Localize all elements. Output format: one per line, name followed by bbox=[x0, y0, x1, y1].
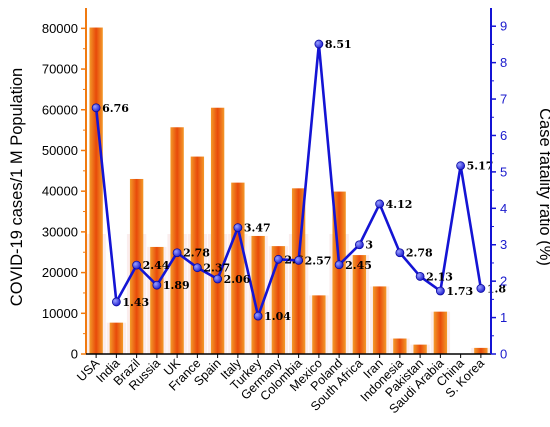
line-point bbox=[415, 272, 425, 281]
fatality-line bbox=[94, 42, 483, 318]
y-tick-label: 70000 bbox=[42, 62, 78, 77]
bar bbox=[393, 338, 407, 354]
y2-tick-label: 3 bbox=[500, 237, 507, 252]
bar bbox=[190, 156, 205, 354]
line-point bbox=[233, 223, 243, 233]
line-point bbox=[314, 39, 324, 49]
data-label: 8.51 bbox=[325, 38, 352, 51]
line-point bbox=[172, 248, 182, 258]
bar bbox=[474, 347, 488, 354]
line-point bbox=[476, 284, 486, 293]
data-label: 1.04 bbox=[264, 310, 291, 323]
y2-tick-label: 4 bbox=[500, 201, 507, 216]
line-point bbox=[213, 274, 223, 284]
data-label: 6.76 bbox=[102, 102, 129, 115]
y2-tick-label: 2 bbox=[500, 274, 507, 289]
data-label: 2.78 bbox=[183, 247, 210, 260]
line-point bbox=[456, 161, 466, 171]
bar bbox=[170, 127, 184, 354]
data-label: 3 bbox=[365, 239, 373, 252]
line-point bbox=[294, 255, 304, 265]
data-label: 1.89 bbox=[163, 279, 190, 292]
line-point bbox=[375, 199, 385, 209]
bar bbox=[312, 295, 326, 354]
bar bbox=[231, 182, 245, 354]
bar bbox=[210, 107, 225, 355]
bar bbox=[150, 246, 164, 354]
line-series: 6.761.432.441.892.782.372.063.471.042.6 2… bbox=[91, 38, 506, 323]
y-tick-label: 40000 bbox=[42, 184, 78, 199]
data-label: 2.37 bbox=[203, 262, 230, 275]
data-label: 2.57 bbox=[305, 254, 332, 267]
line-point bbox=[111, 297, 121, 307]
y2-axis-label: Case fatality ratio (%) bbox=[536, 108, 550, 266]
y-tick-label: 30000 bbox=[42, 224, 78, 239]
y2-tick-label: 5 bbox=[500, 164, 507, 179]
bar bbox=[109, 322, 124, 354]
line-point bbox=[273, 254, 283, 264]
data-label: 1.73 bbox=[446, 285, 473, 298]
data-label: 2.45 bbox=[345, 259, 372, 272]
bar bbox=[352, 255, 367, 354]
y2-tick-label: 8 bbox=[500, 55, 507, 70]
line-point bbox=[132, 260, 142, 270]
line-point bbox=[152, 280, 162, 290]
y2-tick-label: 6 bbox=[500, 128, 507, 143]
y2-tick-label: 9 bbox=[500, 19, 507, 34]
y2-tick-label: 1 bbox=[500, 310, 507, 325]
line-point bbox=[354, 240, 364, 250]
y-tick-label: 60000 bbox=[42, 102, 78, 117]
line-point bbox=[334, 260, 344, 270]
y2-tick-label: 7 bbox=[500, 92, 507, 107]
bar bbox=[433, 311, 448, 354]
data-label: 3.47 bbox=[244, 222, 271, 235]
data-label: 2.13 bbox=[426, 270, 453, 283]
bar bbox=[413, 344, 427, 354]
y2-tick-label: 0 bbox=[500, 347, 507, 362]
bar bbox=[251, 235, 265, 354]
bar bbox=[271, 246, 286, 354]
y-tick-label: 50000 bbox=[42, 143, 78, 158]
y-tick-label: 20000 bbox=[42, 265, 78, 280]
y-tick-label: 10000 bbox=[42, 306, 78, 321]
line-point bbox=[192, 263, 202, 273]
data-label: 1.43 bbox=[122, 296, 149, 309]
data-label: 2.78 bbox=[406, 247, 433, 260]
y-tick-label: 0 bbox=[71, 347, 78, 362]
line-point bbox=[435, 286, 445, 296]
line-point bbox=[395, 248, 405, 258]
bar bbox=[89, 27, 103, 355]
line-point bbox=[91, 103, 101, 113]
y-tick-label: 80000 bbox=[42, 21, 78, 36]
bar bbox=[372, 286, 387, 354]
data-label: 2.44 bbox=[143, 259, 170, 272]
y-axis-label: COVID-19 cases/1 M Population bbox=[8, 68, 26, 306]
line-point bbox=[253, 311, 263, 321]
data-label: 2.06 bbox=[224, 273, 251, 286]
data-label: 5.17 bbox=[467, 160, 494, 173]
data-label: 4.12 bbox=[386, 198, 413, 211]
